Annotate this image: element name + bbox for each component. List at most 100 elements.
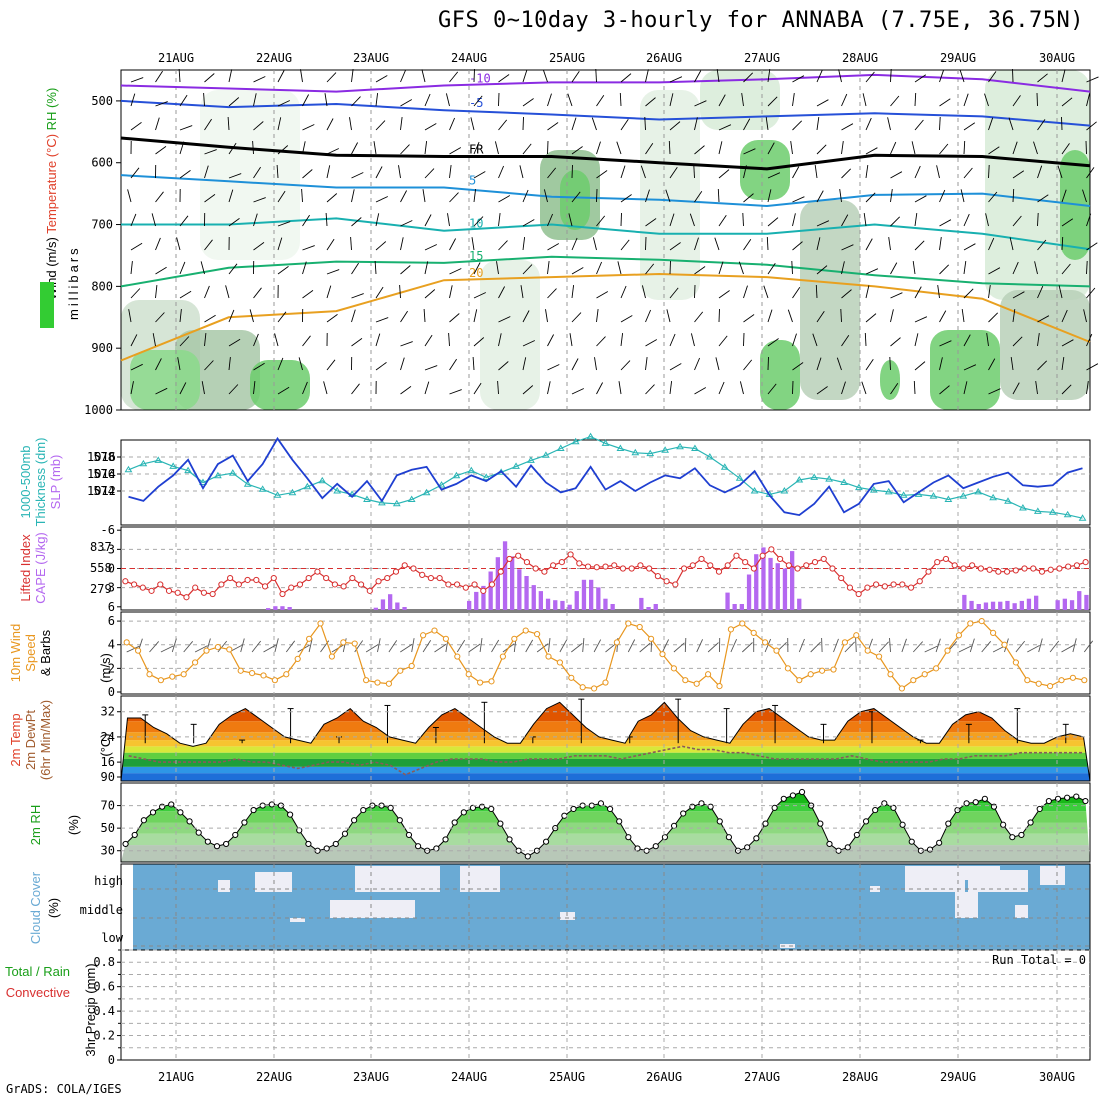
profile-wind-barb-73 bbox=[252, 140, 254, 155]
wind10-speed-line-pt-48 bbox=[670, 665, 678, 672]
rh-line-pt-24 bbox=[341, 830, 349, 837]
profile-wind-barb-14 bbox=[155, 70, 163, 83]
profile-wind-barb-330 bbox=[694, 266, 706, 275]
li-line-pt-99 bbox=[986, 566, 993, 573]
li-line-pt-16 bbox=[261, 583, 269, 590]
temp2m-side-label-part-1: 2m DewPt bbox=[23, 710, 38, 770]
profile-wind-barb-57 bbox=[228, 97, 240, 107]
profile-wind-barb-397 bbox=[816, 190, 824, 203]
profile-ylabel-500: 500 bbox=[91, 94, 113, 108]
profile-wind-barb-165 bbox=[400, 341, 413, 347]
wind10-barb-10 bbox=[240, 638, 245, 653]
profile-wind-barb-264 bbox=[571, 358, 579, 371]
thickness-line-pt-29 bbox=[556, 444, 565, 451]
profile-wind-barb-503 bbox=[988, 388, 1001, 395]
wind10-speed-line-pt-38 bbox=[556, 659, 564, 666]
profile-wind-barb-161 bbox=[400, 237, 404, 251]
profile-wind-barb-422 bbox=[865, 117, 872, 131]
rh-line-pt-41 bbox=[497, 820, 504, 827]
profile-wind-barb-351 bbox=[741, 93, 744, 107]
profile-wind-barb-111 bbox=[302, 381, 308, 395]
profile-wind-barb-134 bbox=[351, 262, 359, 275]
profile-wind-barb-284 bbox=[620, 165, 626, 179]
profile-wind-barb-444 bbox=[890, 309, 894, 323]
li-line-pt-56 bbox=[611, 562, 618, 569]
profile-wind-barb-225 bbox=[522, 98, 534, 107]
cloud-cell-5 bbox=[290, 918, 305, 922]
profile-wind-barb-180 bbox=[424, 365, 438, 371]
li-line-pt-21 bbox=[305, 574, 312, 582]
rh-line-pt-88 bbox=[926, 846, 934, 853]
precip-lticklabel-1: 0.6 bbox=[93, 980, 115, 994]
wind10-speed-line-pt-67 bbox=[887, 671, 894, 678]
profile-wind-barb-102 bbox=[302, 169, 313, 179]
profile-wind-barb-321 bbox=[669, 381, 673, 395]
profile-wind-barb-64 bbox=[228, 263, 238, 275]
profile-wind-barb-445 bbox=[890, 337, 901, 347]
profile-wind-barb-263 bbox=[569, 333, 573, 347]
profile-wind-barb-94 bbox=[277, 311, 287, 323]
rh-line-pt-102 bbox=[1054, 795, 1062, 802]
profile-wind-barb-281 bbox=[619, 92, 622, 107]
profile-wind-barb-513 bbox=[1012, 291, 1025, 299]
profile-wind-barb-230 bbox=[522, 219, 535, 227]
profile-wind-barb-44 bbox=[204, 118, 212, 131]
profile-wind-barb-282 bbox=[620, 118, 629, 131]
profile-wind-barb-386 bbox=[791, 260, 793, 275]
thickness-line-pt-30 bbox=[571, 437, 580, 445]
profile-wind-barb-83 bbox=[253, 381, 256, 395]
temp-band-4 bbox=[121, 746, 1090, 753]
rh-line-pt-74 bbox=[798, 788, 806, 796]
profile-wind-barb-12 bbox=[130, 363, 143, 371]
wind10-barb-16 bbox=[308, 638, 313, 653]
profile-wind-barb-278 bbox=[594, 357, 597, 371]
wind10-lticklabel-2: 2 bbox=[108, 661, 115, 675]
profile-wind-barb-531 bbox=[1035, 381, 1038, 395]
profile-wind-barb-532 bbox=[1061, 69, 1066, 83]
profile-wind-barb-499 bbox=[988, 285, 991, 299]
profile-wind-barb-130 bbox=[351, 172, 364, 179]
thickness-line-pt-41 bbox=[735, 474, 744, 481]
li-line-pt-35 bbox=[427, 574, 435, 582]
rh-line-pt-11 bbox=[223, 840, 230, 848]
cape-bar-68 bbox=[610, 604, 615, 610]
profile-wind-barb-475 bbox=[939, 385, 950, 395]
profile-wind-barb-28 bbox=[178, 68, 181, 83]
thickness-line-pt-4 bbox=[184, 466, 192, 474]
wind10-speed-line-pt-7 bbox=[203, 647, 210, 654]
profile-wind-barb-430 bbox=[865, 313, 877, 323]
profile-wind-barb-509 bbox=[1012, 188, 1015, 203]
li-line bbox=[125, 548, 1086, 598]
thickness-line-pt-57 bbox=[974, 487, 983, 495]
profile-wind-barb-425 bbox=[865, 192, 876, 203]
profile-wind-barb-360 bbox=[743, 314, 755, 323]
wind10-speed-line-pt-12 bbox=[260, 672, 267, 679]
profile-wind-barb-104 bbox=[302, 214, 310, 227]
profile-wind-barb-2 bbox=[130, 122, 142, 131]
profile-wind-barb-113 bbox=[324, 93, 328, 107]
profile-wind-barb-247 bbox=[547, 288, 557, 299]
profile-wind-barb-253 bbox=[567, 93, 573, 107]
profile-wind-barb-411 bbox=[839, 189, 842, 203]
li-line-pt-9 bbox=[200, 589, 208, 596]
profile-wind-barb-479 bbox=[963, 140, 966, 155]
profile-wind-barb-527 bbox=[1037, 285, 1044, 299]
wind10-barb-25 bbox=[411, 638, 415, 653]
profile-wind-barb-62 bbox=[228, 218, 240, 227]
profile-wind-barb-546 bbox=[1086, 76, 1099, 83]
profile-wind-barb-443 bbox=[890, 292, 903, 299]
profile-wind-barb-270 bbox=[596, 170, 608, 179]
profile-wind-barb-517 bbox=[1012, 382, 1020, 395]
profile-wind-barb-79 bbox=[253, 287, 262, 299]
profile-wind-barb-403 bbox=[812, 333, 818, 347]
profile-wind-barb-32 bbox=[179, 170, 191, 179]
profile-wind-barb-348 bbox=[715, 357, 720, 371]
thickness-line-pt-50 bbox=[869, 486, 878, 493]
wind10-speed-line-pt-9 bbox=[226, 646, 233, 653]
profile-wind-barb-440 bbox=[890, 216, 901, 227]
temp2m-unit-label: (°C) bbox=[98, 733, 113, 756]
rh-band-5 bbox=[121, 794, 1090, 804]
wind10-barb-71 bbox=[935, 638, 941, 653]
profile-wind-barb-536 bbox=[1057, 165, 1063, 179]
profile-wind-barb-525 bbox=[1037, 239, 1047, 251]
